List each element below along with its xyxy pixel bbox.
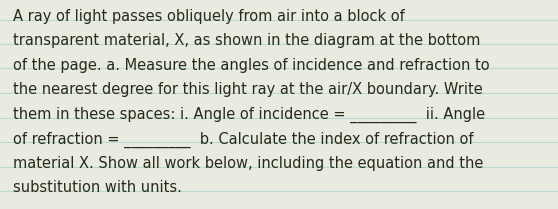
- Text: of refraction = _________  b. Calculate the index of refraction of: of refraction = _________ b. Calculate t…: [13, 131, 474, 148]
- Text: material X. Show all work below, including the equation and the: material X. Show all work below, includi…: [13, 156, 483, 171]
- Text: the nearest degree for this light ray at the air/X boundary. Write: the nearest degree for this light ray at…: [13, 83, 483, 98]
- Text: transparent material, X, as shown in the diagram at the bottom: transparent material, X, as shown in the…: [13, 33, 480, 48]
- Text: them in these spaces: i. Angle of incidence = _________  ii. Angle: them in these spaces: i. Angle of incide…: [13, 107, 485, 123]
- Text: substitution with units.: substitution with units.: [13, 181, 182, 195]
- Text: of the page. a. Measure the angles of incidence and refraction to: of the page. a. Measure the angles of in…: [13, 58, 489, 73]
- Text: A ray of light passes obliquely from air into a block of: A ray of light passes obliquely from air…: [13, 9, 405, 24]
